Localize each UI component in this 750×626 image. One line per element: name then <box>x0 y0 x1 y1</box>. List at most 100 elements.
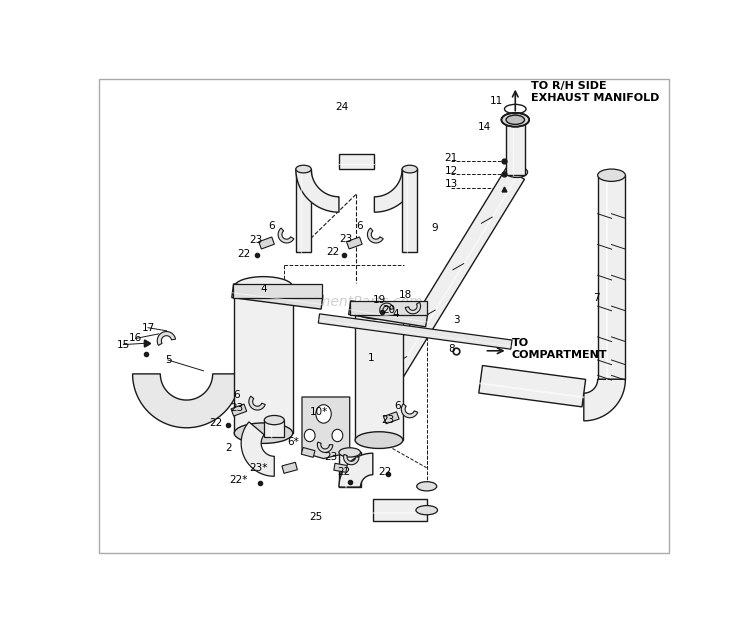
Polygon shape <box>374 169 418 212</box>
Ellipse shape <box>506 167 527 178</box>
Text: 22: 22 <box>326 247 340 257</box>
Polygon shape <box>158 332 176 346</box>
Bar <box>259 237 274 249</box>
Text: 1: 1 <box>368 354 374 364</box>
Text: 23: 23 <box>230 403 243 413</box>
Bar <box>350 300 427 315</box>
Bar <box>346 237 362 249</box>
Text: 23: 23 <box>325 452 338 462</box>
Ellipse shape <box>234 277 292 297</box>
Text: 9: 9 <box>431 223 438 233</box>
Text: 2: 2 <box>225 443 232 453</box>
Text: 22*: 22* <box>230 475 248 485</box>
Text: 7: 7 <box>592 294 599 304</box>
Bar <box>355 310 403 440</box>
Polygon shape <box>401 404 418 418</box>
Text: 14: 14 <box>478 123 491 133</box>
Text: 6*: 6* <box>286 437 298 446</box>
Text: eReplacementParts.com: eReplacementParts.com <box>254 295 423 309</box>
Text: 13: 13 <box>445 180 458 190</box>
Text: 15: 15 <box>117 340 130 349</box>
Text: 4: 4 <box>260 284 267 294</box>
Text: 20: 20 <box>382 305 395 315</box>
Text: 16: 16 <box>129 334 142 344</box>
Ellipse shape <box>355 432 403 448</box>
Text: 23: 23 <box>339 234 352 244</box>
Polygon shape <box>317 442 333 453</box>
Text: 3: 3 <box>453 315 459 325</box>
Text: 22: 22 <box>209 418 222 428</box>
Ellipse shape <box>355 302 403 319</box>
Text: 22: 22 <box>237 249 250 259</box>
Text: 6: 6 <box>268 221 274 231</box>
Polygon shape <box>405 302 421 314</box>
Ellipse shape <box>339 448 361 457</box>
Text: 8: 8 <box>448 344 454 354</box>
Bar <box>234 287 292 433</box>
Polygon shape <box>380 303 394 314</box>
Ellipse shape <box>402 165 418 173</box>
Text: 21: 21 <box>445 153 458 163</box>
Text: 6: 6 <box>233 391 240 401</box>
Ellipse shape <box>598 169 626 182</box>
Text: 23: 23 <box>249 235 262 245</box>
Ellipse shape <box>361 403 382 413</box>
Polygon shape <box>339 453 373 487</box>
Polygon shape <box>339 453 361 487</box>
Polygon shape <box>598 175 626 379</box>
Text: 22: 22 <box>379 468 392 478</box>
Polygon shape <box>249 396 266 410</box>
Ellipse shape <box>502 113 530 126</box>
Polygon shape <box>133 374 241 428</box>
Polygon shape <box>402 169 418 252</box>
Text: 10*: 10* <box>310 408 328 418</box>
Ellipse shape <box>264 416 284 424</box>
Polygon shape <box>478 366 586 407</box>
Polygon shape <box>242 422 274 476</box>
Bar <box>232 284 322 297</box>
Text: 5: 5 <box>165 355 171 365</box>
Text: 22: 22 <box>337 468 350 478</box>
Polygon shape <box>506 120 524 175</box>
Polygon shape <box>339 153 374 169</box>
Text: TO
COMPARTMENT: TO COMPARTMENT <box>512 339 607 360</box>
Ellipse shape <box>234 423 292 443</box>
Text: 18: 18 <box>398 290 412 300</box>
Polygon shape <box>296 169 311 252</box>
Polygon shape <box>584 379 626 421</box>
Polygon shape <box>364 168 524 412</box>
Polygon shape <box>302 397 350 459</box>
Ellipse shape <box>506 115 524 125</box>
Text: 25: 25 <box>309 512 322 522</box>
Bar <box>383 412 399 424</box>
Ellipse shape <box>332 429 343 441</box>
Polygon shape <box>296 169 339 212</box>
Ellipse shape <box>296 165 311 173</box>
Text: 11: 11 <box>490 96 502 106</box>
Polygon shape <box>232 284 323 309</box>
Text: 24: 24 <box>335 103 349 113</box>
Text: TO R/H SIDE
EXHAUST MANIFOLD: TO R/H SIDE EXHAUST MANIFOLD <box>531 81 659 103</box>
Text: 17: 17 <box>141 322 154 332</box>
Bar <box>282 463 297 473</box>
Ellipse shape <box>304 429 315 441</box>
Text: 6: 6 <box>356 221 363 231</box>
Text: 23*: 23* <box>250 463 268 473</box>
Bar <box>302 448 315 458</box>
Polygon shape <box>264 420 284 437</box>
Text: 19: 19 <box>372 295 386 305</box>
Bar <box>334 463 347 472</box>
Ellipse shape <box>416 506 437 515</box>
Text: 23: 23 <box>382 415 394 425</box>
Polygon shape <box>349 301 427 327</box>
Polygon shape <box>344 454 359 464</box>
Ellipse shape <box>417 481 436 491</box>
Text: 6: 6 <box>394 401 400 411</box>
Bar <box>231 404 247 416</box>
Text: 4: 4 <box>392 309 399 319</box>
Polygon shape <box>368 228 383 243</box>
Polygon shape <box>318 314 512 349</box>
Text: 12: 12 <box>445 166 458 176</box>
Ellipse shape <box>316 404 332 423</box>
Polygon shape <box>278 228 294 243</box>
